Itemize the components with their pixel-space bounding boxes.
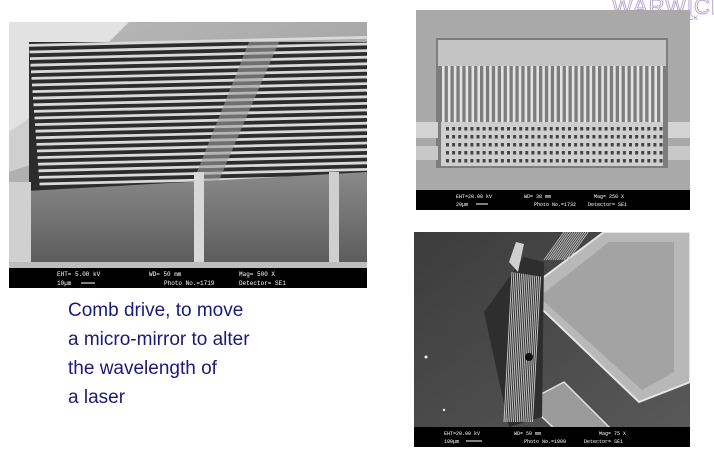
caption: Comb drive, to move a micro-mirror to al… [68,296,328,412]
sem3-detector: Detector= SE1 [584,439,623,445]
caption-line-1: Comb drive, to move [68,300,244,321]
sem3-mag: Mag= 75 X [599,431,626,437]
sem2-detector: Detector= SE1 [588,202,627,208]
sem1-detector: Detector= SE1 [239,280,286,287]
caption-line-2: a micro-mirror to alter [68,329,250,350]
caption-line-3: the wavelength of [68,358,217,379]
caption-line-4: a laser [68,387,126,408]
sem3-wd: WD= 59 mm [514,431,541,437]
sem1-photo: Photo No.=1719 [164,280,215,287]
sem-image-comb-closeup: EHT= 5.00 kV 10µm WD= 50 mm Mag= 500 X P… [9,22,367,288]
sem2-photo: Photo No.=1732 [534,202,576,208]
sem3-scale: 100µm [444,439,459,445]
sem-image-micro-mirror: EHT=20.00 kV 100µm WD= 59 mm Mag= 75 X P… [414,232,690,447]
sem2-mag: Mag= 250 X [594,194,624,200]
sem3-eht: EHT=20.00 kV [444,431,480,437]
sem3-photo: Photo No.=1809 [524,439,566,445]
sem-image-comb-topview: EHT=20.00 kV 20µm WD= 38 mm Mag= 250 X P… [416,10,690,210]
sem1-wd: WD= 50 mm [149,271,182,278]
sem1-mag: Mag= 500 X [239,271,275,278]
sem2-eht: EHT=20.00 kV [456,194,492,200]
sem1-eht: EHT= 5.00 kV [57,271,101,278]
sem2-wd: WD= 38 mm [524,194,551,200]
sem2-scale: 20µm [456,202,468,208]
sem1-scale: 10µm [57,280,72,287]
